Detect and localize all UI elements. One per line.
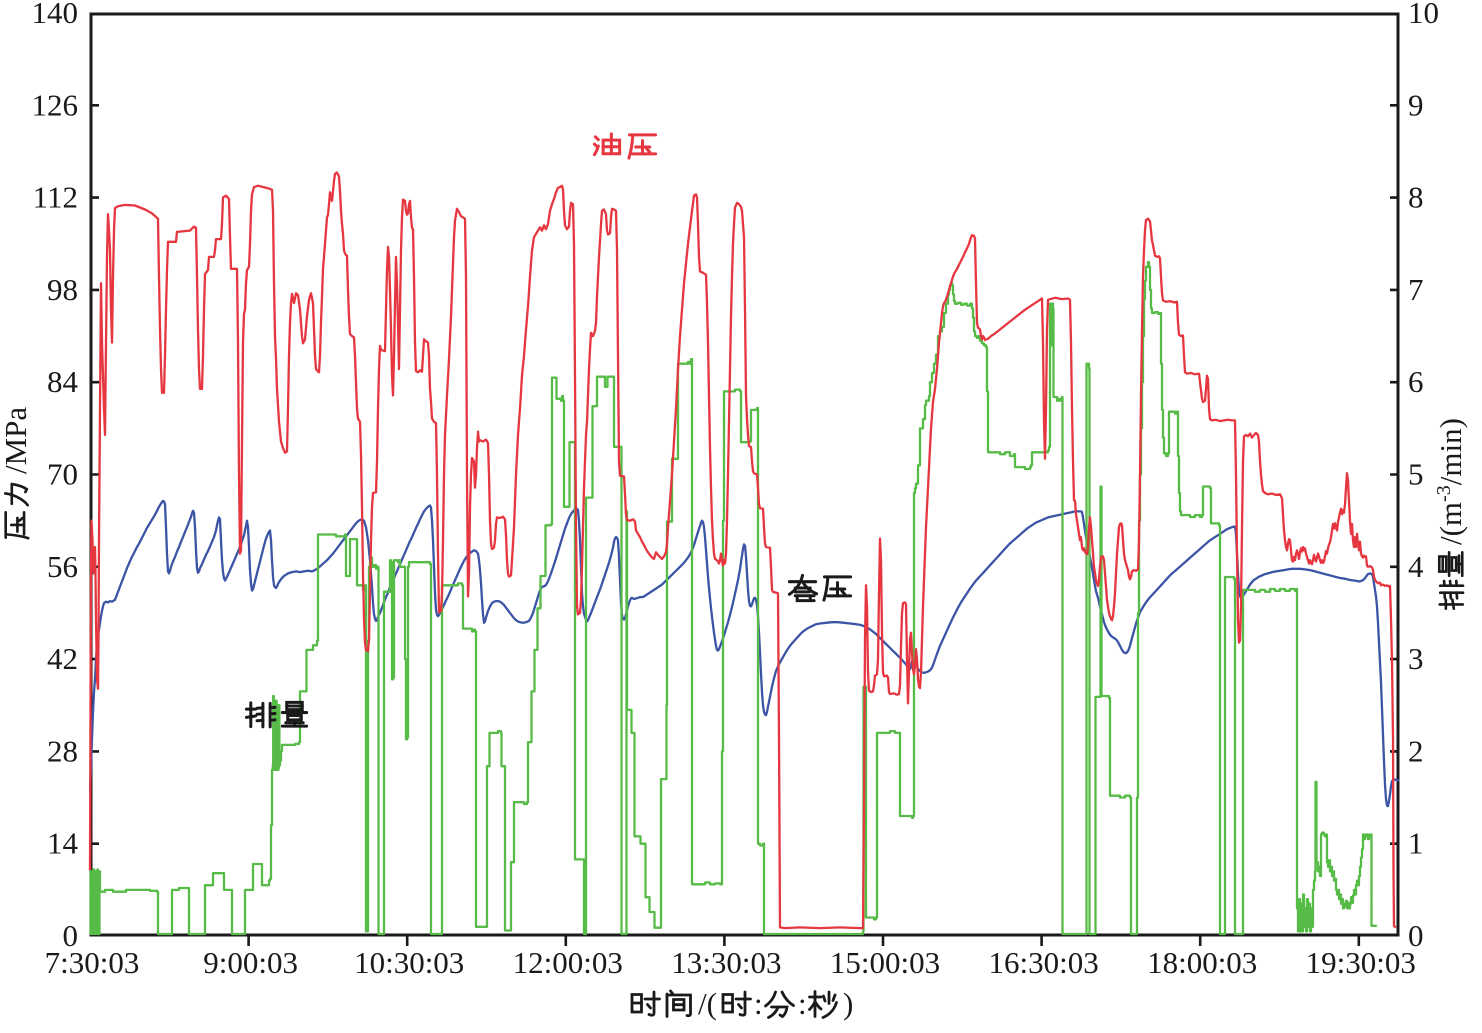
svg-text:16:30:03: 16:30:03 bbox=[988, 945, 1098, 980]
svg-text:3: 3 bbox=[1408, 641, 1424, 676]
svg-text:2: 2 bbox=[1408, 733, 1424, 768]
svg-text:13:30:03: 13:30:03 bbox=[671, 945, 781, 980]
svg-text::: : bbox=[754, 986, 763, 1021]
svg-text:18:00:03: 18:00:03 bbox=[1147, 945, 1257, 980]
svg-text:8: 8 bbox=[1408, 180, 1424, 215]
svg-text:56: 56 bbox=[47, 549, 78, 584]
svg-text:10: 10 bbox=[1408, 0, 1439, 30]
svg-text:9: 9 bbox=[1408, 87, 1424, 122]
svg-text:0: 0 bbox=[63, 918, 79, 953]
svg-text:12:00:03: 12:00:03 bbox=[513, 945, 623, 980]
svg-text:): ) bbox=[843, 986, 853, 1021]
svg-text:9:00:03: 9:00:03 bbox=[203, 945, 298, 980]
svg-text:5: 5 bbox=[1408, 457, 1424, 492]
svg-text:112: 112 bbox=[33, 180, 78, 215]
svg-text:1: 1 bbox=[1408, 826, 1424, 861]
svg-text:42: 42 bbox=[47, 641, 78, 676]
svg-text:98: 98 bbox=[47, 272, 78, 307]
svg-text:7:30:03: 7:30:03 bbox=[45, 945, 140, 980]
svg-text:84: 84 bbox=[47, 364, 79, 399]
svg-text:28: 28 bbox=[47, 733, 78, 768]
svg-text::: : bbox=[798, 986, 807, 1021]
svg-text:7: 7 bbox=[1408, 272, 1424, 307]
svg-text:/(: /( bbox=[698, 986, 717, 1021]
svg-text:0: 0 bbox=[1408, 918, 1424, 953]
svg-text:19:30:03: 19:30:03 bbox=[1306, 945, 1416, 980]
svg-text:126: 126 bbox=[32, 87, 79, 122]
svg-text:4: 4 bbox=[1408, 549, 1424, 584]
svg-text:140: 140 bbox=[32, 0, 79, 30]
svg-text:10:30:03: 10:30:03 bbox=[354, 945, 464, 980]
svg-text:/MPa: /MPa bbox=[0, 407, 33, 474]
svg-text:/(m-3/min): /(m-3/min) bbox=[1433, 418, 1468, 545]
svg-text:70: 70 bbox=[47, 457, 78, 492]
svg-text:14: 14 bbox=[47, 826, 79, 861]
svg-text:15:00:03: 15:00:03 bbox=[830, 945, 940, 980]
svg-text:6: 6 bbox=[1408, 364, 1424, 399]
